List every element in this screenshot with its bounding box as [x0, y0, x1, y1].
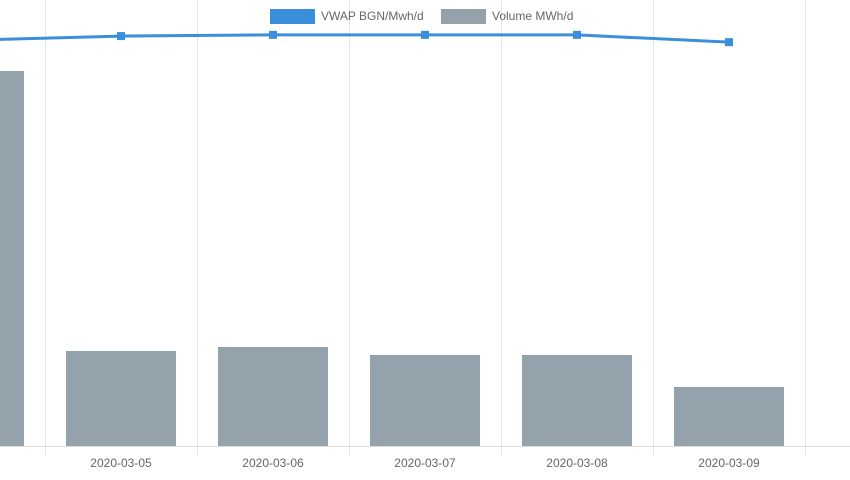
bar — [66, 351, 176, 446]
point — [573, 30, 581, 39]
bar — [218, 347, 328, 446]
x-tick-label: 2020-03-06 — [242, 456, 304, 470]
bar — [0, 71, 24, 446]
x-tick-label: 2020-03-08 — [546, 456, 608, 470]
bar — [674, 387, 784, 446]
bar — [370, 355, 480, 446]
legend-label: Volume MWh/d — [492, 9, 573, 23]
bar — [522, 355, 632, 446]
legend-label: VWAP BGN/Mwh/d — [321, 9, 424, 23]
line — [0, 33, 730, 44]
point — [269, 30, 277, 39]
point — [421, 30, 429, 39]
x-tick-label: 2020-03-05 — [90, 456, 152, 470]
point — [117, 32, 125, 41]
x-tick-label: 2020-03-09 — [698, 456, 760, 470]
x-tick-label: 2020-03-07 — [394, 456, 456, 470]
legend-swatch — [270, 9, 315, 24]
legend-swatch — [441, 9, 486, 24]
point — [725, 38, 733, 47]
